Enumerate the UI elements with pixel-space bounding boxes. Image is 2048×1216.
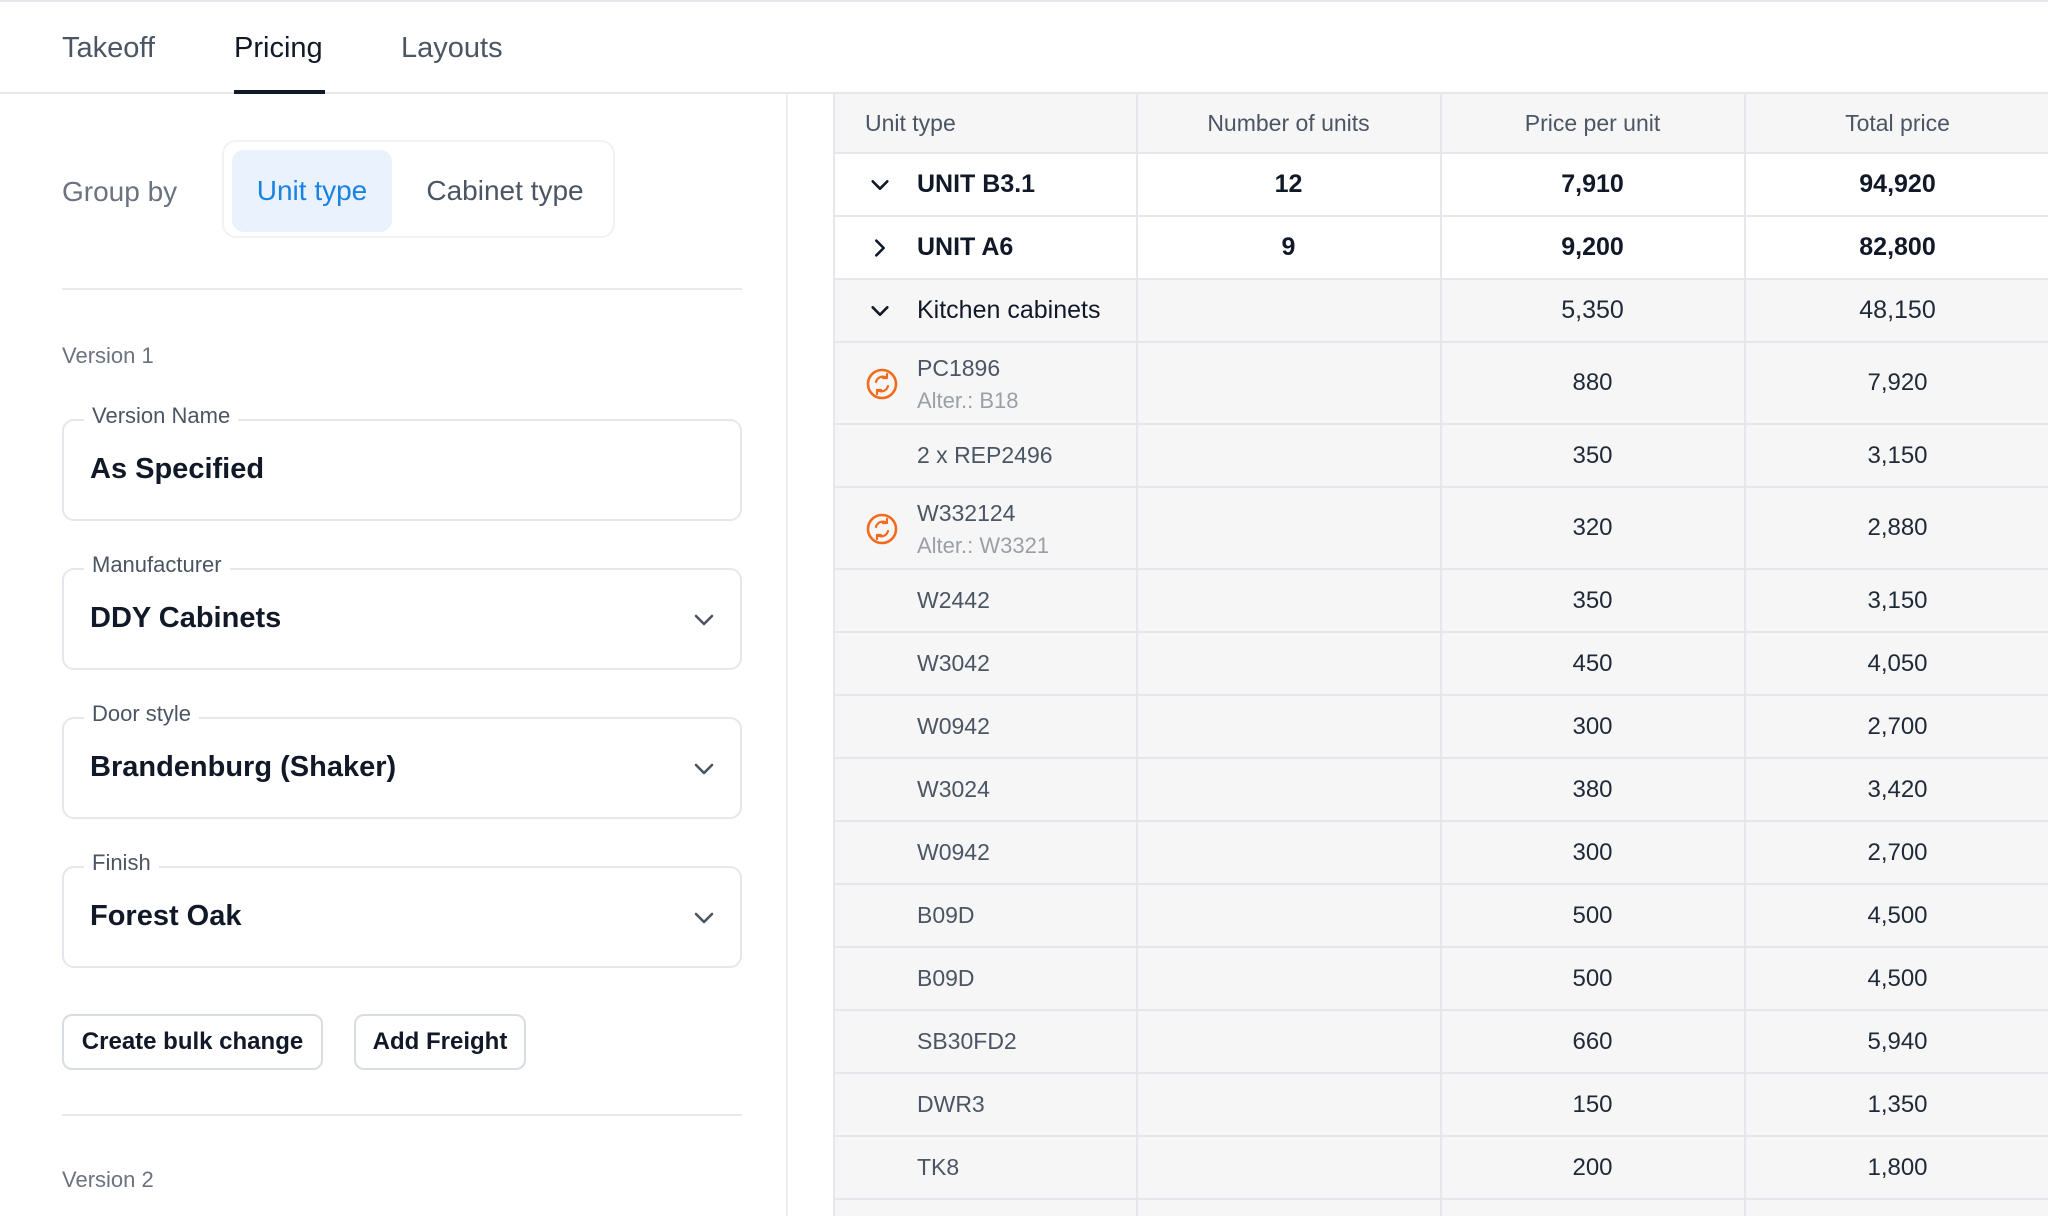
item-total: 2,700 <box>1867 712 1928 740</box>
pricing-table: Unit type Number of units Price per unit… <box>833 94 2048 1216</box>
chevron-down-icon[interactable] <box>869 174 891 196</box>
item-code: W3024 <box>917 776 990 802</box>
item-code: W3042 <box>917 650 990 676</box>
item-price: 200 <box>1572 1153 1613 1181</box>
section-divider <box>62 288 742 290</box>
column-header-total-price[interactable]: Total price <box>1845 109 1950 136</box>
item-code: W2442 <box>917 587 990 613</box>
group-name: Kitchen cabinets <box>917 296 1101 324</box>
item-price: 320 <box>1572 514 1613 541</box>
item-total: 4,500 <box>1867 964 1928 992</box>
unit-count: 9 <box>1281 233 1296 261</box>
chevron-right-icon[interactable] <box>869 237 891 259</box>
unit-total: 82,800 <box>1859 233 1936 261</box>
unit-total: 94,920 <box>1859 170 1936 198</box>
door-style-select[interactable]: Door style Brandenburg (Shaker) <box>62 701 742 819</box>
tab-layouts[interactable]: Layouts <box>401 32 503 64</box>
item-code: 2 x REP2496 <box>917 442 1053 468</box>
finish-value: Forest Oak <box>90 900 242 932</box>
item-code-block: PC1896 Alter.: B18 <box>917 355 1019 414</box>
item-alternate: Alter.: B18 <box>917 388 1019 413</box>
unit-count: 12 <box>1274 170 1303 198</box>
item-total: 2,700 <box>1867 838 1928 866</box>
item-code: TK8 <box>917 1154 960 1180</box>
section-divider <box>62 1114 742 1116</box>
chevron-down-icon[interactable] <box>869 300 891 322</box>
item-total: 2,880 <box>1867 514 1928 541</box>
item-code-block: W332124 Alter.: W3321 <box>917 500 1049 559</box>
chevron-down-icon[interactable] <box>692 757 716 781</box>
door-style-label: Door style <box>84 701 200 727</box>
item-code: W0942 <box>917 839 990 865</box>
item-price: 660 <box>1572 1027 1613 1055</box>
item-code: DWR3 <box>917 1091 985 1117</box>
item-price: 450 <box>1572 649 1613 677</box>
settings-panel: Group by Unit type Cabinet type Version … <box>0 94 788 1216</box>
group-total: 48,150 <box>1859 296 1936 324</box>
item-code: W0942 <box>917 713 990 739</box>
item-price: 380 <box>1572 775 1613 803</box>
tab-takeoff[interactable]: Takeoff <box>62 32 155 64</box>
swap-icon[interactable] <box>865 367 899 401</box>
version-2-label: Version 2 <box>62 1167 154 1192</box>
door-style-value: Brandenburg (Shaker) <box>90 751 397 783</box>
item-code: B09D <box>917 902 975 928</box>
item-price: 350 <box>1572 586 1613 614</box>
unit-name: UNIT B3.1 <box>917 170 1036 198</box>
manufacturer-value: DDY Cabinets <box>90 602 282 634</box>
item-price: 300 <box>1572 838 1613 866</box>
item-total: 4,050 <box>1867 649 1928 677</box>
column-divider <box>1744 94 1746 1216</box>
item-alternate: Alter.: W3321 <box>917 533 1050 558</box>
item-total: 1,800 <box>1867 1153 1928 1181</box>
version-name-value[interactable]: As Specified <box>90 453 265 485</box>
unit-price: 7,910 <box>1561 170 1624 198</box>
finish-select[interactable]: Finish Forest Oak <box>62 850 742 968</box>
create-bulk-change-button[interactable]: Create bulk change <box>62 1014 323 1070</box>
unit-price: 9,200 <box>1561 233 1624 261</box>
group-by-unit-type-option[interactable]: Unit type <box>232 150 392 232</box>
column-divider <box>1440 94 1442 1216</box>
column-divider <box>1136 94 1138 1216</box>
item-total: 5,940 <box>1867 1027 1928 1055</box>
swap-icon[interactable] <box>865 512 899 546</box>
column-header-number-of-units[interactable]: Number of units <box>1207 109 1370 136</box>
item-total: 3,420 <box>1867 775 1928 803</box>
version-name-label: Version Name <box>84 403 239 429</box>
item-total: 1,350 <box>1867 1090 1928 1118</box>
column-header-price-per-unit[interactable]: Price per unit <box>1524 109 1661 136</box>
item-code: SB30FD2 <box>917 1028 1017 1054</box>
group-by-cabinet-type-option[interactable]: Cabinet type <box>426 175 584 206</box>
manufacturer-select[interactable]: Manufacturer DDY Cabinets <box>62 552 742 670</box>
version-name-field[interactable]: Version Name As Specified <box>62 403 742 521</box>
item-total: 3,150 <box>1867 586 1928 614</box>
manufacturer-label: Manufacturer <box>84 552 230 578</box>
item-code: W332124 <box>917 500 1016 526</box>
chevron-down-icon[interactable] <box>692 608 716 632</box>
item-price: 300 <box>1572 712 1613 740</box>
chevron-down-icon[interactable] <box>692 906 716 930</box>
item-price: 500 <box>1572 964 1613 992</box>
item-price: 350 <box>1572 441 1613 469</box>
active-tab-indicator <box>234 90 325 94</box>
group-by-toggle: Unit type Cabinet type <box>222 140 615 238</box>
group-by-label: Group by <box>62 176 178 207</box>
unit-name: UNIT A6 <box>917 233 1014 261</box>
item-code: PC1896 <box>917 355 1001 381</box>
tab-bar: Takeoff Pricing Layouts <box>0 0 2048 94</box>
finish-label: Finish <box>84 850 159 876</box>
item-code: B09D <box>917 965 975 991</box>
group-price: 5,350 <box>1561 296 1624 324</box>
item-price: 880 <box>1572 369 1613 396</box>
item-price: 500 <box>1572 901 1613 929</box>
item-total: 3,150 <box>1867 441 1928 469</box>
add-freight-button[interactable]: Add Freight <box>354 1014 526 1070</box>
item-total: 4,500 <box>1867 901 1928 929</box>
item-price: 150 <box>1572 1090 1613 1118</box>
column-header-unit-type[interactable]: Unit type <box>865 109 956 136</box>
item-total: 7,920 <box>1867 369 1928 396</box>
version-1-label: Version 1 <box>62 343 154 368</box>
tab-pricing[interactable]: Pricing <box>234 32 323 64</box>
